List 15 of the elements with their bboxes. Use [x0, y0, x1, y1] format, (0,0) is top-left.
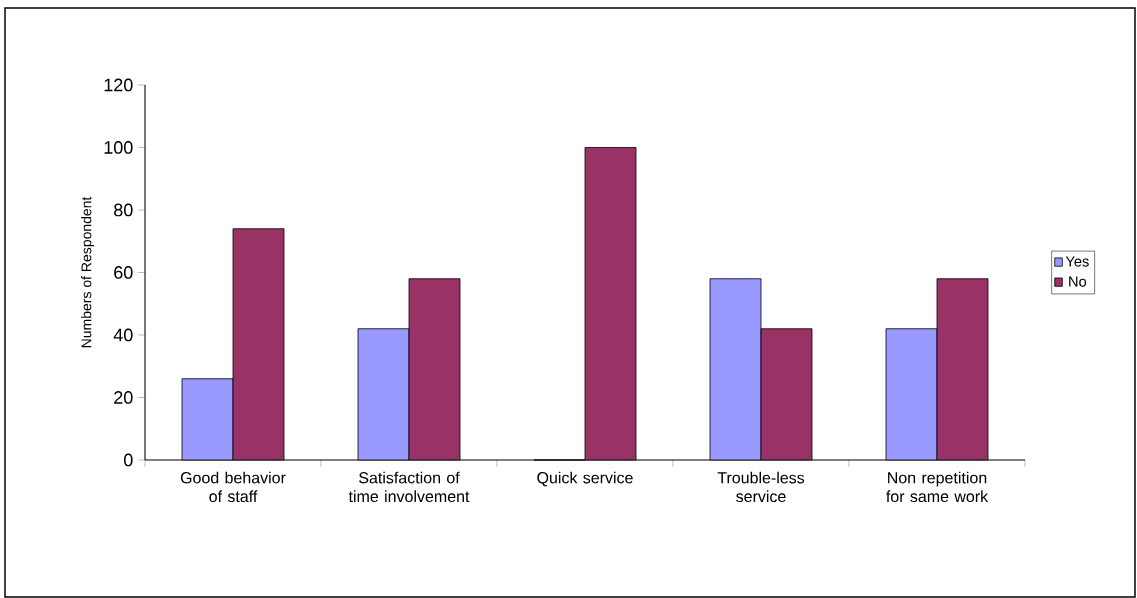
x-tick-label: Non repetition for same work — [886, 471, 989, 503]
x-tick-label: Trouble-less service — [717, 471, 805, 503]
y-tick-label: 100 — [104, 141, 133, 154]
y-tick-label: 80 — [114, 203, 133, 217]
y-tick-label: 20 — [114, 391, 133, 404]
y-axis-title: Numbers of Respondent — [81, 196, 95, 348]
legend-label: No — [1069, 276, 1087, 287]
y-tick-label: 40 — [113, 328, 133, 342]
y-tick-label: 60 — [114, 266, 133, 279]
y-tick-label: 0 — [124, 453, 133, 467]
y-tick-label: 120 — [104, 78, 133, 92]
x-tick-label: Satisfaction of time involvement — [348, 471, 470, 503]
x-tick-label: Good behavior of staff — [180, 471, 286, 503]
legend-label: Yes — [1065, 256, 1089, 267]
x-tick-label: Quick service — [537, 471, 633, 487]
